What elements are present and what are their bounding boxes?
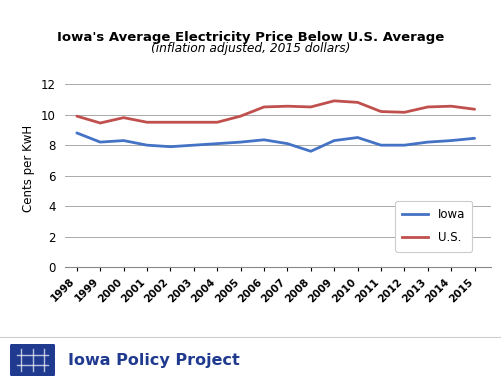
Text: Iowa's Average Electricity Price Below U.S. Average: Iowa's Average Electricity Price Below U… (57, 31, 444, 44)
Y-axis label: Cents per KwH: Cents per KwH (22, 125, 35, 212)
FancyBboxPatch shape (10, 344, 55, 376)
Text: Iowa Policy Project: Iowa Policy Project (68, 353, 239, 368)
Text: (inflation adjusted, 2015 dollars): (inflation adjusted, 2015 dollars) (151, 42, 350, 55)
Legend: Iowa, U.S.: Iowa, U.S. (395, 201, 472, 252)
